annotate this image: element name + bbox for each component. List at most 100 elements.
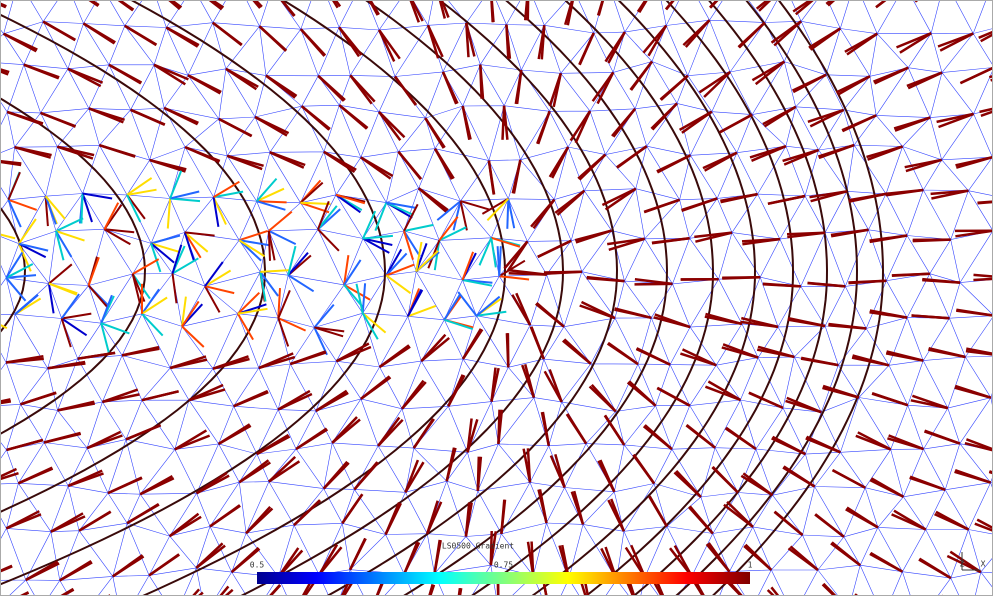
- gradient-vector: [725, 426, 757, 451]
- gradient-vector: [417, 187, 448, 213]
- gradient-vector: [55, 217, 84, 233]
- gradient-vector: [67, 472, 104, 488]
- gradient-vector: [586, 276, 625, 283]
- gradient-vector: [499, 275, 530, 281]
- gradient-vector: [910, 399, 949, 410]
- gradient-vector: [461, 251, 475, 281]
- gradient-vector: [523, 0, 529, 21]
- gradient-vector: [869, 551, 904, 573]
- gradient-vector: [169, 0, 183, 9]
- gradient-vector: [287, 252, 309, 276]
- gradient-vector: [171, 244, 183, 274]
- gradient-vector: [126, 188, 157, 196]
- gradient-vector: [709, 0, 719, 9]
- contour-line: [469, 0, 715, 596]
- gradient-vector: [726, 580, 743, 596]
- gradient-vector: [507, 198, 516, 229]
- gradient-vector: [100, 294, 113, 324]
- gradient-vector: [596, 71, 615, 105]
- gradient-vector: [48, 282, 78, 296]
- gradient-vector: [169, 190, 200, 200]
- gradient-vector: [5, 513, 42, 530]
- gradient-vector: [720, 192, 758, 203]
- gradient-vector: [563, 0, 574, 26]
- gradient-vector: [204, 285, 221, 313]
- gradient-vector: [575, 229, 612, 244]
- gradient-vector: [218, 117, 253, 138]
- gradient-vector: [828, 324, 867, 330]
- gradient-vector: [141, 288, 160, 315]
- contour-line: [0, 206, 27, 334]
- gradient-vector: [757, 345, 795, 359]
- gradient-vector: [323, 150, 356, 173]
- gradient-vector: [786, 231, 826, 236]
- gradient-vector: [253, 0, 263, 8]
- gradient-vector: [55, 230, 65, 261]
- gradient-vector: [887, 437, 924, 451]
- gradient-vector: [204, 285, 235, 295]
- gradient-vector: [794, 0, 815, 16]
- gradient-vector: [543, 270, 582, 274]
- gradient-vector: [256, 187, 285, 203]
- gradient-vector: [554, 453, 566, 488]
- gradient-vector: [490, 367, 497, 402]
- triad-label: X: [981, 560, 986, 569]
- gradient-vector: [184, 231, 209, 253]
- gradient-vector: [606, 342, 639, 366]
- gradient-vector: [855, 434, 892, 451]
- gradient-vector: [632, 454, 656, 485]
- gradient-vector: [433, 240, 441, 271]
- gradient-vector: [822, 386, 860, 399]
- gradient-vector: [497, 409, 501, 444]
- gradient-vector: [537, 239, 572, 258]
- gradient-vector: [935, 510, 970, 531]
- gradient-vector: [870, 477, 905, 498]
- gradient-vector: [522, 448, 532, 483]
- gradient-vector: [126, 503, 160, 525]
- gradient-vector: [612, 108, 637, 138]
- gradient-vector: [218, 585, 230, 596]
- gradient-vector: [23, 63, 60, 80]
- gradient-vector: [772, 435, 806, 456]
- gradient-vector: [126, 177, 153, 196]
- gradient-vector: [875, 0, 888, 9]
- gradient-vector: [163, 106, 199, 125]
- gradient-vector: [149, 158, 187, 171]
- gradient-vector: [6, 110, 43, 126]
- gradient-vector: [460, 200, 490, 211]
- gradient-vector: [909, 475, 946, 491]
- gradient-vector: [335, 193, 366, 205]
- gradient-vector: [287, 245, 297, 276]
- gradient-vector: [939, 32, 974, 52]
- gradient-vector: [726, 500, 754, 528]
- gradient-vector: [7, 171, 21, 201]
- gradient-vector: [807, 281, 846, 288]
- gradient-vector: [438, 216, 459, 242]
- axes-triad: Z X: [960, 552, 986, 571]
- gradient-vector: [404, 459, 420, 493]
- gradient-vector: [171, 257, 199, 275]
- gradient-vector: [980, 33, 993, 43]
- gradient-vector: [441, 71, 459, 105]
- gradient-vector: [536, 110, 551, 145]
- gradient-vector: [301, 580, 313, 596]
- gradient-vector: [977, 200, 993, 204]
- gradient-vector: [543, 370, 563, 403]
- gradient-vector: [848, 192, 887, 203]
- gradient-vector: [204, 269, 232, 288]
- gradient-vector: [318, 546, 343, 576]
- gradient-vector: [50, 515, 86, 533]
- gradient-vector: [443, 318, 474, 331]
- gradient-vector: [869, 234, 908, 242]
- gradient-vector: [703, 71, 731, 98]
- gradient-vector: [580, 300, 616, 320]
- gradient-vector: [486, 198, 510, 221]
- gradient-vector: [744, 543, 773, 571]
- gradient-vector: [597, 0, 605, 16]
- gradient-vector: [67, 67, 102, 88]
- gradient-vector: [88, 0, 100, 7]
- gradient-vector: [782, 148, 819, 163]
- gradient-vector: [852, 354, 890, 367]
- gradient-vector: [401, 381, 427, 410]
- gradient-vector: [741, 237, 780, 243]
